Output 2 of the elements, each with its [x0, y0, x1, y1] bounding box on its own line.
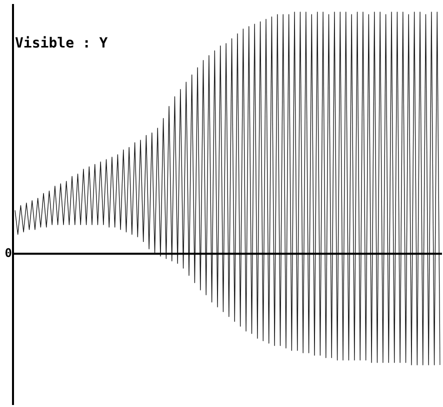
y-axis-title: Visible : Y	[15, 36, 108, 52]
text: 0	[4, 246, 12, 260]
